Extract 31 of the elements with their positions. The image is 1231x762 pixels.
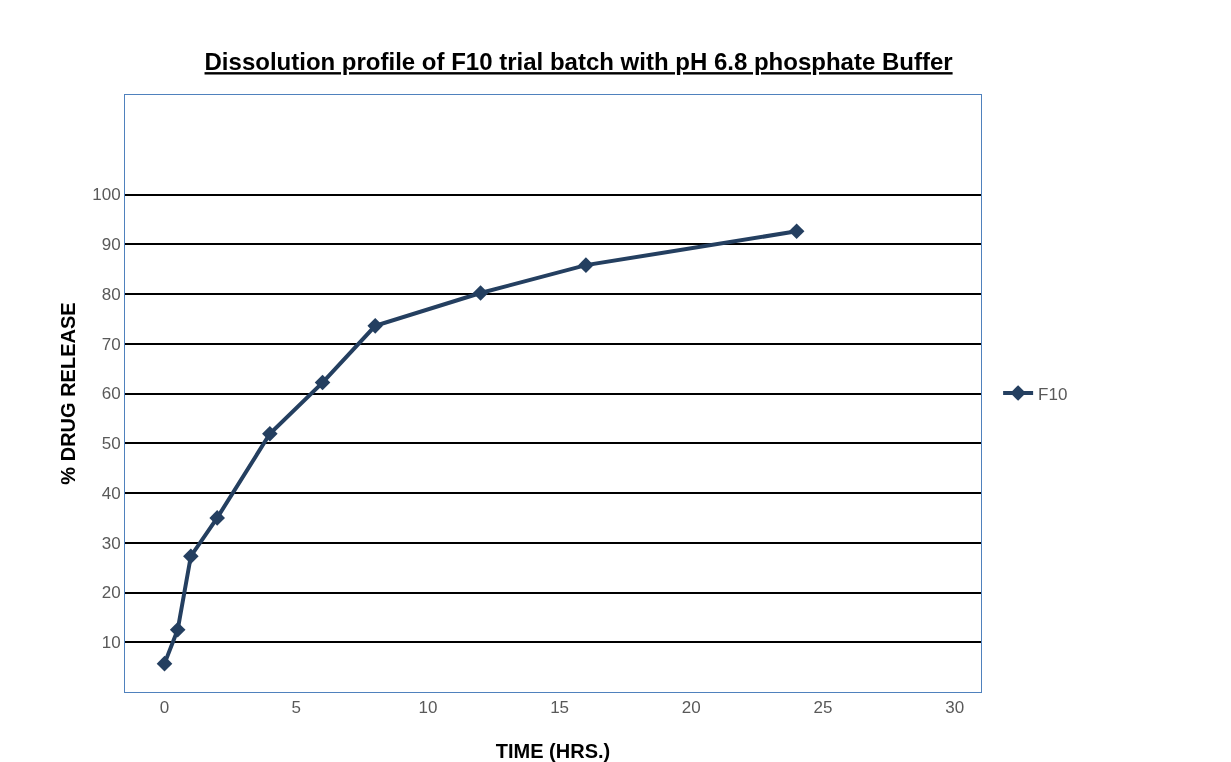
y-tick-label: 40: [101, 483, 121, 503]
point: [262, 426, 278, 442]
chart-title: Dissolution profile of F10 trial batch with pH 6.8 phosphate Buffer: [204, 48, 953, 76]
point: [367, 318, 384, 334]
x-tick-label: 25: [813, 698, 833, 718]
y-tick-label: 30: [101, 533, 121, 553]
point: [472, 285, 489, 301]
x-tick-label: 5: [291, 698, 301, 718]
x-tick-label: 10: [418, 698, 438, 718]
legend-label: F10: [1038, 384, 1068, 404]
y-tick-label: 80: [101, 284, 121, 304]
point: [788, 223, 805, 240]
point: [169, 622, 186, 638]
point: [183, 548, 199, 564]
y-tick-label: 60: [101, 384, 121, 404]
y-axis-title: % DRUG RELEASE: [57, 302, 79, 485]
point: [314, 374, 331, 391]
y-tick-label: 100: [92, 185, 121, 205]
point: [209, 510, 225, 526]
y-tick-label: 70: [101, 334, 121, 354]
x-axis-title: TIME (HRS.): [495, 740, 611, 762]
y-tick-label: 20: [101, 583, 121, 603]
x-tick-label: 20: [681, 698, 701, 718]
point: [156, 655, 173, 672]
y-tick-label: 50: [101, 434, 121, 454]
x-tick-label: 0: [159, 698, 170, 718]
point: [578, 257, 594, 273]
x-tick-label: 30: [945, 698, 965, 718]
y-tick-label: 10: [101, 633, 121, 653]
y-tick-label: 90: [101, 235, 121, 255]
x-tick-label: 15: [550, 698, 570, 718]
